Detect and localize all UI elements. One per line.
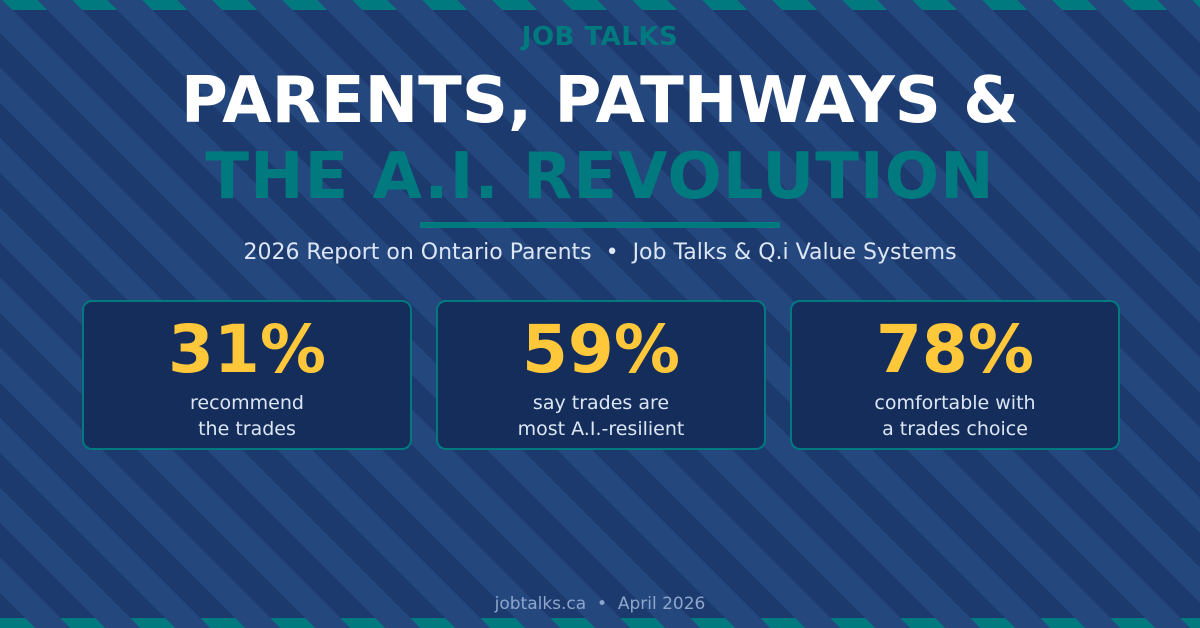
title-line-1: PARENTS, PATHWAYS &	[181, 64, 1019, 138]
stat-label: the trades	[198, 418, 296, 440]
stat-card: 78% comfortable with a trades choice	[790, 300, 1120, 450]
footer-text: jobtalks.ca • April 2026	[494, 594, 706, 614]
stat-card: 59% say trades are most A.I.-resilient	[436, 300, 766, 450]
brand-kicker: JOB TALKS	[521, 22, 679, 52]
title-line-2: THE A.I. REVOLUTION	[205, 140, 995, 214]
divider	[420, 222, 780, 228]
stat-label: comfortable with	[874, 392, 1036, 414]
stat-label: most A.I.-resilient	[517, 418, 685, 440]
stat-value: 31%	[168, 311, 326, 388]
subtitle: 2026 Report on Ontario Parents • Job Tal…	[243, 240, 957, 265]
stat-label: say trades are	[532, 392, 670, 414]
stat-label: recommend	[190, 392, 304, 414]
stat-label: a trades choice	[882, 418, 1028, 440]
stat-value: 59%	[522, 311, 680, 388]
stat-card: 31% recommend the trades	[82, 300, 412, 450]
stat-value: 78%	[876, 311, 1034, 388]
